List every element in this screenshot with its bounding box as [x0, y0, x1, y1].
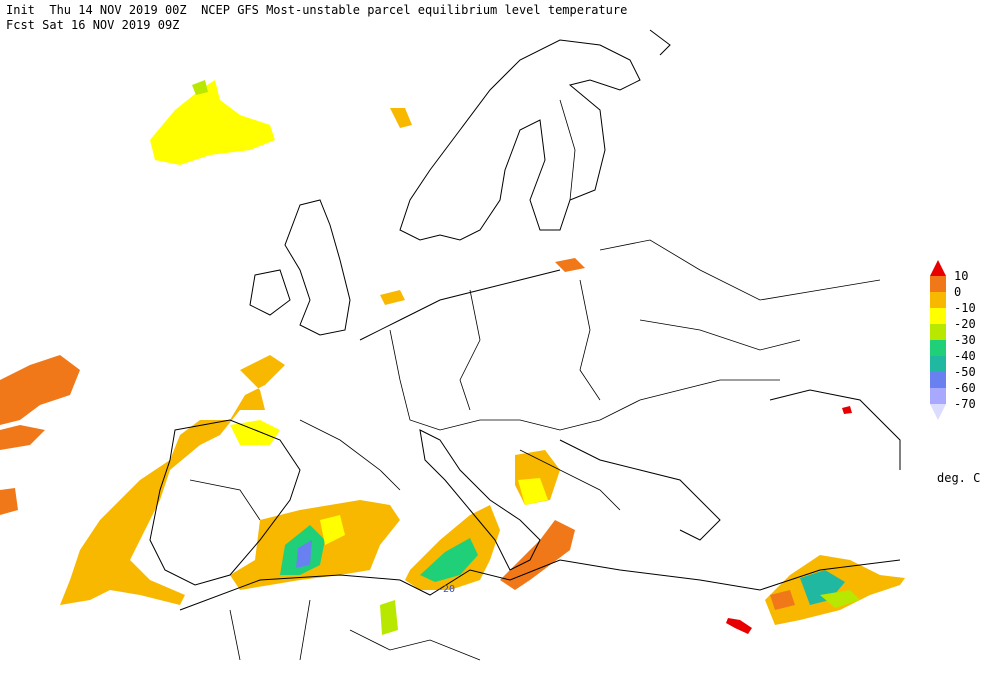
patch — [0, 488, 18, 515]
border — [389, 329, 780, 431]
coastline — [649, 29, 671, 56]
legend-label: 0 — [954, 285, 961, 299]
coastline — [359, 269, 561, 341]
patch — [555, 258, 585, 272]
patch — [60, 355, 285, 605]
patch — [380, 290, 405, 305]
patch — [380, 600, 398, 635]
border — [229, 599, 311, 661]
legend-swatch — [930, 324, 946, 340]
legend-swatch — [930, 388, 946, 404]
border — [599, 239, 881, 301]
header-line: Init Thu 14 NOV 2019 00Z NCEP GFS Most-u… — [6, 3, 627, 17]
border — [639, 319, 801, 351]
legend: 10 0 -10 -20 -30 -40 -50 -60 -70 — [930, 260, 976, 420]
patch — [500, 520, 575, 590]
patch — [820, 590, 860, 608]
legend-swatch — [930, 308, 946, 324]
legend-label: -50 — [954, 365, 976, 379]
coastline — [179, 559, 901, 611]
patch — [0, 355, 80, 425]
patch — [192, 80, 208, 95]
coastline — [284, 199, 351, 336]
coastline — [399, 39, 641, 241]
border — [299, 419, 401, 491]
legend-label: -30 — [954, 333, 976, 347]
coastlines — [149, 29, 901, 611]
patch — [518, 478, 548, 505]
coastline — [419, 429, 541, 571]
patch — [842, 406, 852, 414]
patch — [726, 618, 752, 634]
legend-swatch — [930, 276, 946, 292]
legend-label: 10 — [954, 269, 968, 283]
patch — [230, 420, 280, 445]
coastline — [149, 419, 301, 586]
field-patches — [0, 80, 905, 635]
patch — [770, 590, 795, 610]
coastline — [559, 439, 721, 541]
coastline — [249, 269, 291, 316]
legend-label: -70 — [954, 397, 976, 411]
patch — [390, 108, 412, 128]
legend-label: -10 — [954, 301, 976, 315]
patch — [296, 540, 312, 568]
patch — [150, 80, 275, 165]
border — [579, 279, 601, 401]
patch — [320, 515, 345, 545]
border — [459, 289, 481, 411]
patch — [0, 425, 45, 450]
border — [559, 99, 576, 201]
patch — [420, 538, 478, 582]
legend-swatch — [930, 292, 946, 308]
legend-swatch — [930, 260, 946, 276]
contour-label: -20 — [437, 584, 455, 595]
legend-swatch — [930, 372, 946, 388]
border — [189, 479, 261, 521]
coastline — [769, 389, 901, 470]
legend-label: -60 — [954, 381, 976, 395]
borders — [189, 99, 881, 661]
legend-swatch — [930, 404, 946, 420]
legend-label: -40 — [954, 349, 976, 363]
legend-swatch — [930, 340, 946, 356]
border — [349, 629, 481, 661]
legend-swatch — [930, 356, 946, 372]
legend-label: -20 — [954, 317, 976, 331]
border — [519, 449, 621, 511]
legend-unit: deg. C — [937, 471, 980, 485]
patch — [800, 570, 845, 605]
header-line: Fcst Sat 16 NOV 2019 09Z — [6, 18, 179, 32]
